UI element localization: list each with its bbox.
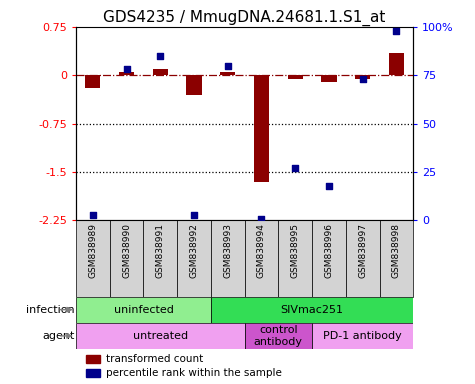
Text: uninfected: uninfected — [114, 305, 173, 314]
Text: control
antibody: control antibody — [254, 325, 303, 347]
Point — [325, 182, 332, 189]
Point — [89, 212, 97, 218]
Point — [224, 63, 232, 69]
Text: SIVmac251: SIVmac251 — [281, 305, 343, 314]
Text: untreated: untreated — [133, 331, 188, 341]
Bar — [177, 220, 211, 296]
Bar — [76, 323, 245, 349]
Bar — [220, 72, 235, 75]
Text: GSM838992: GSM838992 — [190, 223, 199, 278]
Bar — [288, 75, 303, 78]
Text: GSM838994: GSM838994 — [257, 223, 266, 278]
Bar — [110, 220, 143, 296]
Bar — [245, 323, 312, 349]
Point — [359, 76, 367, 82]
Bar — [254, 75, 269, 182]
Bar — [86, 369, 100, 377]
Point — [292, 165, 299, 171]
Text: transformed count: transformed count — [106, 354, 204, 364]
Bar — [380, 220, 413, 296]
Text: GSM838990: GSM838990 — [122, 223, 131, 278]
Text: GSM838995: GSM838995 — [291, 223, 300, 278]
Bar — [355, 75, 370, 78]
Point — [257, 215, 265, 222]
Title: GDS4235 / MmugDNA.24681.1.S1_at: GDS4235 / MmugDNA.24681.1.S1_at — [104, 9, 386, 25]
Text: GSM838989: GSM838989 — [88, 223, 97, 278]
Bar — [153, 69, 168, 75]
Bar — [76, 296, 211, 323]
Point — [123, 66, 130, 73]
Text: GSM838997: GSM838997 — [358, 223, 367, 278]
Bar — [211, 220, 245, 296]
Text: PD-1 antibody: PD-1 antibody — [323, 331, 402, 341]
Bar — [86, 355, 100, 363]
Bar — [312, 323, 413, 349]
Text: GSM838991: GSM838991 — [156, 223, 165, 278]
Bar — [143, 220, 177, 296]
Bar — [278, 220, 312, 296]
Bar — [76, 220, 110, 296]
Text: GSM838996: GSM838996 — [324, 223, 333, 278]
Bar — [211, 296, 413, 323]
Bar — [245, 220, 278, 296]
Point — [393, 28, 400, 34]
Bar — [119, 72, 134, 75]
Text: percentile rank within the sample: percentile rank within the sample — [106, 368, 282, 378]
Text: agent: agent — [42, 331, 74, 341]
Text: infection: infection — [26, 305, 74, 314]
Bar — [312, 220, 346, 296]
Text: GSM838998: GSM838998 — [392, 223, 401, 278]
Bar — [86, 75, 100, 88]
Text: GSM838993: GSM838993 — [223, 223, 232, 278]
Bar — [389, 53, 404, 75]
Bar — [187, 75, 201, 94]
Bar — [346, 220, 380, 296]
Point — [190, 212, 198, 218]
Point — [156, 53, 164, 59]
Bar — [322, 75, 336, 82]
